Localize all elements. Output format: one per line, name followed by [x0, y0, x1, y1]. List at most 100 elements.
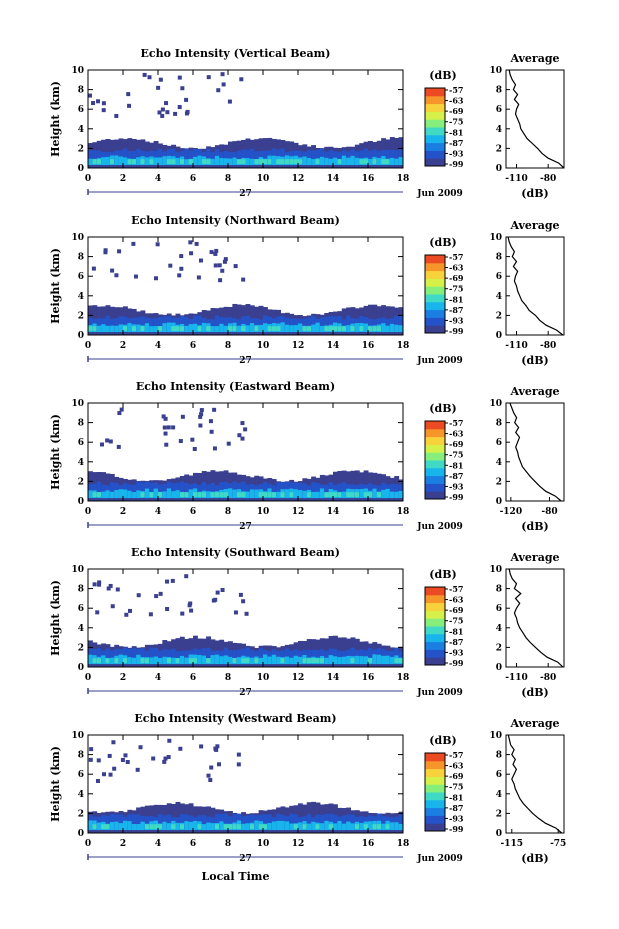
heatmap-cell [164, 442, 169, 447]
heatmap-cell [96, 481, 102, 499]
heatmap-cell [165, 579, 170, 584]
heatmap-cell [158, 492, 163, 498]
heatmap-cell [153, 488, 159, 499]
heatmap-cell [144, 816, 150, 831]
heatmap-cell [170, 578, 175, 583]
y-tick-label: 10 [71, 565, 84, 575]
heatmap-cell [109, 159, 115, 165]
heatmap-cell [119, 407, 124, 412]
heatmap-cell [315, 824, 321, 830]
colorbar-segment [425, 325, 445, 334]
panel-title: Echo Intensity (Eastward Beam) [136, 380, 335, 393]
heatmap-cell [389, 491, 395, 499]
heatmap-cell [337, 159, 343, 165]
heatmap-cell [179, 481, 185, 499]
heatmap-cell [151, 756, 156, 761]
colorbar-tick-label: -63 [449, 761, 464, 771]
heatmap-cell [101, 484, 106, 499]
heatmap-cell [319, 823, 325, 831]
heatmap-cell [179, 655, 185, 665]
colorbar-tick-label: -99 [449, 492, 464, 502]
heatmap-cell [232, 326, 238, 332]
average-frame [505, 568, 565, 668]
colorbar-segment [425, 103, 445, 112]
colorbar-segment [425, 270, 445, 279]
x-tick-label: 18 [397, 673, 410, 683]
heatmap-cell [385, 655, 391, 665]
colorbar-tick-label: -57 [449, 418, 463, 428]
heatmap-cell [175, 650, 181, 665]
heatmap-cell [184, 111, 189, 116]
heatmap-cell [210, 326, 216, 333]
heatmap-cell [208, 419, 213, 424]
heatmap-cell [381, 816, 386, 831]
heatmap-cell [184, 316, 190, 333]
x-tick-label: 2 [120, 174, 126, 184]
heatmap-cell [177, 75, 182, 80]
x-axis-label: Local Time [202, 870, 270, 883]
heatmap-cell [311, 150, 316, 166]
heatmap-cell [157, 110, 162, 115]
average-x-tick-label: -115 [501, 839, 524, 849]
heatmap-cell [319, 814, 325, 831]
average-x-tick-label: -110 [505, 174, 528, 184]
plot-frame [87, 568, 404, 668]
heatmap-cell [328, 326, 334, 332]
colorbar-tick-label: -75 [449, 616, 463, 626]
x-tick-label: 4 [155, 174, 161, 184]
heatmap-cell [328, 150, 334, 166]
heatmap-cell [162, 323, 168, 333]
heatmap-cell [254, 151, 260, 166]
heatmap-cell [245, 315, 251, 333]
heatmap-cell [368, 318, 373, 333]
heatmap-cell [328, 158, 334, 166]
heatmap [88, 574, 404, 667]
heatmap-cell [394, 822, 400, 831]
heatmap-cell [254, 820, 260, 831]
heatmap-cell [142, 72, 147, 77]
x-tick-label: 14 [327, 673, 340, 683]
heatmap-cell [324, 157, 330, 166]
colorbar-unit: (dB) [429, 402, 456, 415]
heatmap-cell [214, 248, 219, 253]
heatmap-cell [123, 753, 128, 758]
x-tick-label: 14 [327, 507, 340, 517]
colorbar-segment [425, 150, 445, 159]
colorbar-tick-label: -75 [449, 450, 463, 460]
heatmap-cell [162, 759, 167, 764]
heatmap-cell [179, 159, 185, 165]
heatmap-cell [306, 813, 312, 831]
y-tick-label: 0 [78, 829, 84, 839]
heatmap-cell [197, 485, 203, 499]
heatmap-cell [131, 823, 137, 831]
colorbar-segment [425, 760, 445, 770]
colorbar-segment [425, 807, 445, 816]
heatmap-cell [131, 814, 137, 831]
colorbar-segment [425, 286, 445, 295]
average-y-tick-label: 2 [496, 809, 502, 819]
heatmap-cell [243, 427, 248, 432]
heatmap-cell [289, 650, 295, 665]
heatmap-cell [219, 656, 225, 665]
heatmap-cell [127, 490, 133, 499]
heatmap-cell [135, 767, 140, 772]
heatmap-cell [219, 158, 225, 166]
panel-title: Echo Intensity (Northward Beam) [131, 214, 340, 227]
heatmap-cell [168, 263, 173, 268]
heatmap-cell [315, 482, 321, 499]
y-axis-label: Height (km) [49, 248, 62, 324]
heatmap-cell [276, 656, 281, 665]
heatmap-cell [324, 484, 330, 499]
heatmap-cell [92, 658, 98, 664]
heatmap-cell [254, 326, 260, 332]
heatmap-cell [319, 658, 325, 664]
heatmap [88, 738, 404, 833]
heatmap-cell [368, 821, 373, 831]
heatmap-cell [354, 655, 360, 665]
heatmap-cell [88, 150, 93, 166]
y-tick-label: 10 [71, 233, 84, 243]
heatmap-cell [184, 148, 190, 166]
x-tick-label: 12 [292, 174, 305, 184]
heatmap-cell [311, 324, 316, 333]
heatmap-cell [328, 655, 334, 665]
